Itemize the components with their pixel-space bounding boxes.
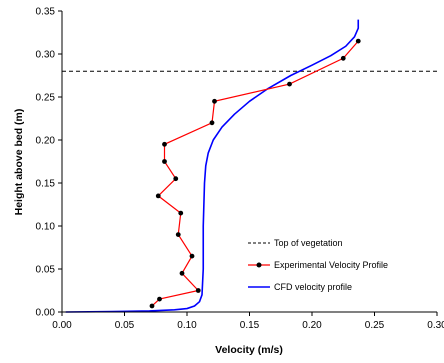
series-line-experimental [151, 40, 359, 307]
data-point-experimental [179, 270, 185, 276]
data-point-experimental [162, 141, 167, 147]
y-axis-title: Height above bed (m) [13, 109, 25, 216]
axes: 0.00 0.05 0.10 0.15 0.20 0.25 0.30 0.00 0.05 0.10… [36, 7, 444, 332]
data-point-experimental [173, 176, 179, 182]
x-tick-label: 0.05 [115, 320, 135, 331]
legend-label-experimental: Experimental Velocity Profile [274, 260, 388, 270]
x-tick-label: 0.25 [365, 320, 385, 331]
series-line-cfd [65, 19, 360, 313]
data-point-experimental [178, 210, 184, 216]
x-tick-label: 0.00 [52, 320, 72, 331]
legend-label-cfd: CFD velocity profile [274, 282, 352, 292]
data-point-experimental [189, 253, 195, 259]
data-point-experimental [212, 98, 217, 104]
data-point-experimental [209, 120, 215, 126]
data-point-experimental [155, 193, 161, 199]
data-point-experimental [340, 55, 346, 61]
y-tick-label: 0.25 [36, 93, 56, 104]
data-point-experimental [162, 159, 167, 164]
legend: Top of vegetation Experimental Velocity … [248, 238, 388, 292]
data-point-experimental [149, 303, 155, 309]
data-point-experimental [195, 288, 201, 293]
x-tick-label: 0.15 [240, 320, 260, 331]
y-tick-label: 0.20 [36, 136, 56, 147]
x-axis-title: Velocity (m/s) [215, 344, 283, 356]
legend-label-top-of-vegetation: Top of vegetation [274, 238, 343, 248]
data-point-experimental [287, 81, 292, 87]
legend-marker-experimental [256, 262, 262, 268]
y-tick-label: 0.15 [36, 179, 56, 190]
x-tick-label: 0.20 [302, 320, 322, 331]
y-tick-label: 0.30 [36, 50, 56, 61]
y-tick-label: 0.10 [36, 222, 56, 233]
data-point-experimental [355, 38, 361, 44]
plot-area [62, 19, 437, 313]
y-tick-label: 0.05 [36, 265, 56, 276]
data-point-experimental [175, 232, 181, 238]
y-tick-label: 0.00 [36, 308, 56, 319]
x-tick-label: 0.30 [427, 320, 444, 331]
data-point-experimental [157, 296, 162, 302]
x-tick-label: 0.10 [177, 320, 197, 331]
y-tick-label: 0.35 [36, 7, 56, 18]
